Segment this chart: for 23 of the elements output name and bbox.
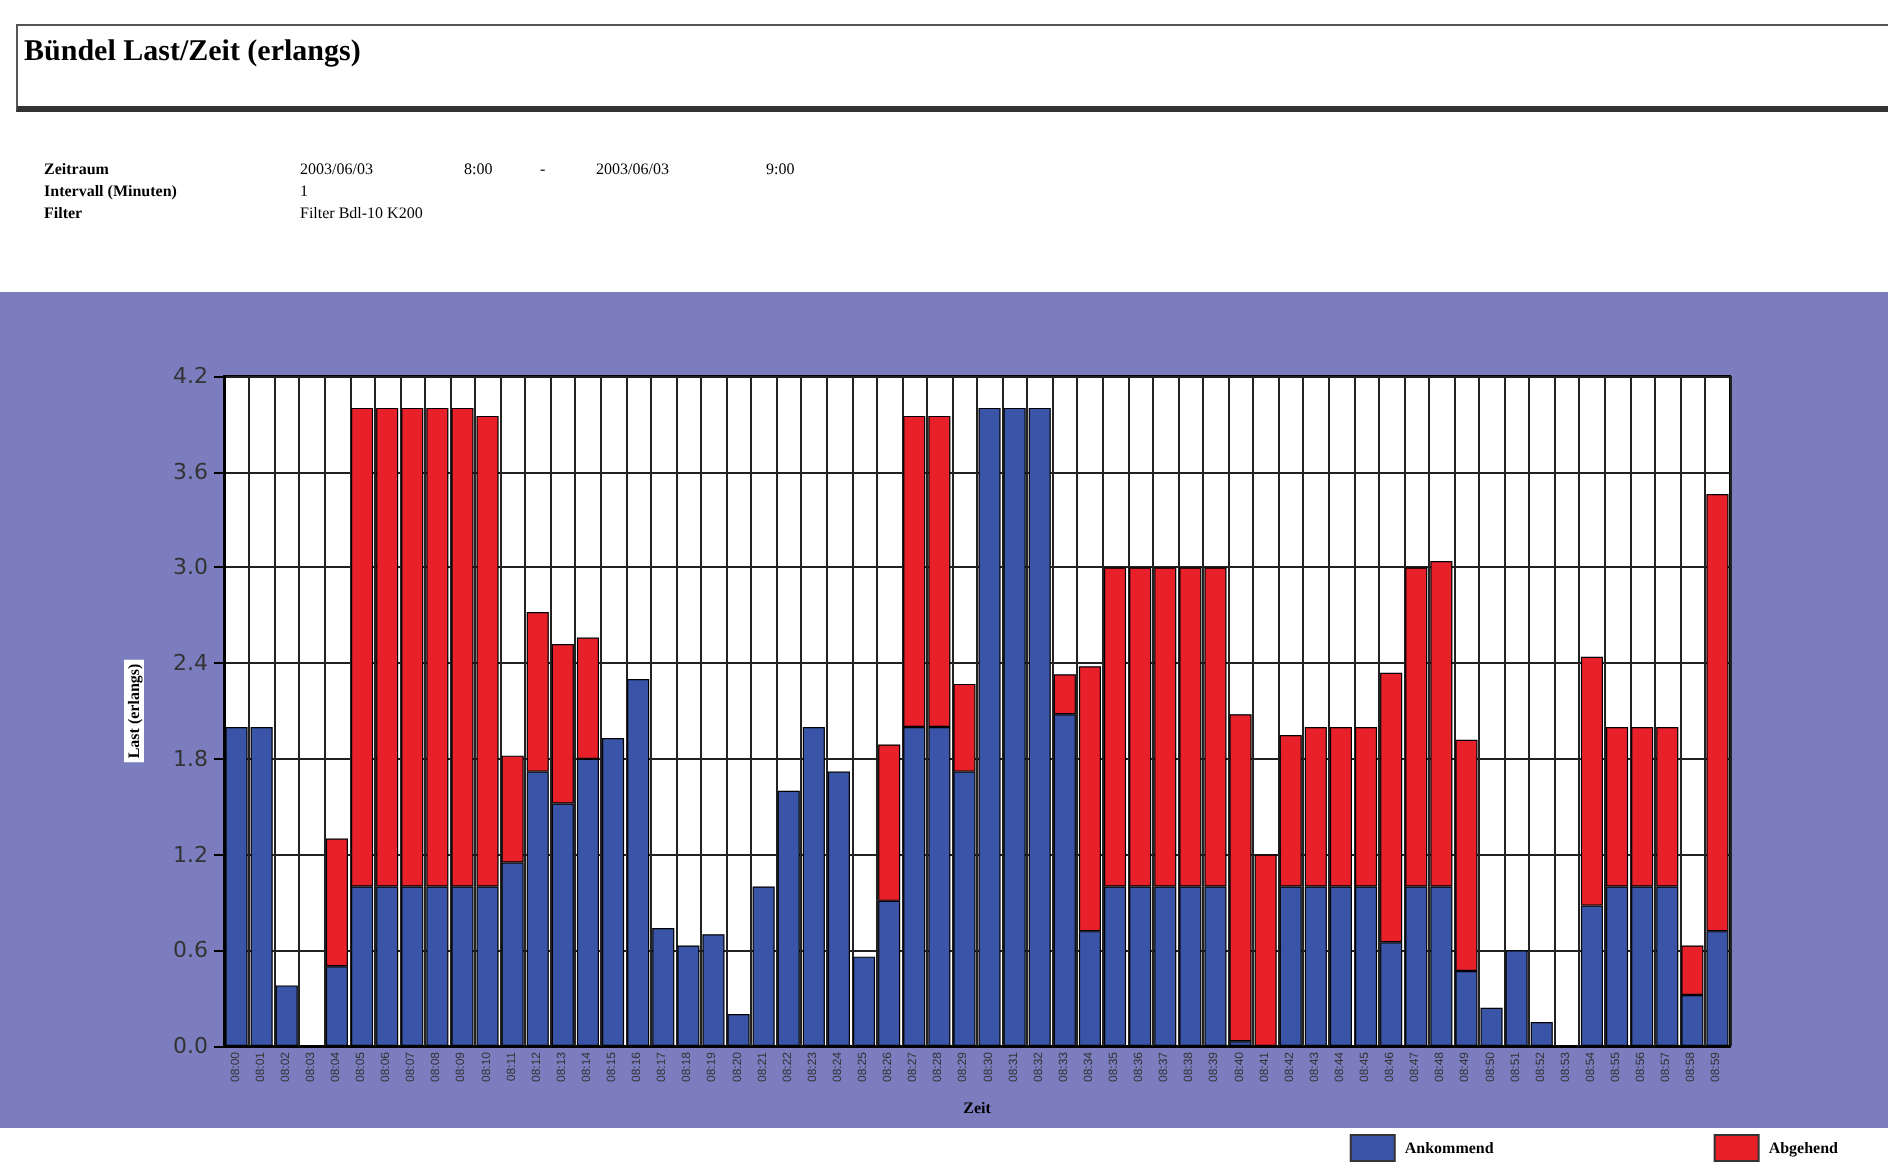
legend-label: Ankommend [1404, 1139, 1495, 1157]
y-tick-label: 0.6 [173, 937, 208, 964]
text: Intervall (Minuten) [44, 182, 177, 200]
y-axis-title: Last (erlangs) [125, 663, 143, 759]
text: Zeitraum [44, 160, 109, 178]
text: Filter Bdl-10 K200 [300, 204, 423, 222]
y-tick-label: 4.2 [173, 363, 208, 389]
y-tick-label: 3.0 [173, 554, 208, 581]
text: - [540, 160, 546, 178]
text: 2003/06/03 [300, 160, 373, 178]
text: 1 [300, 182, 308, 200]
y-tick-label: 1.8 [173, 745, 208, 772]
legend-label: Abgehend [1768, 1139, 1840, 1157]
y-tick-label: 1.2 [173, 841, 208, 868]
y-tick-label: 3.6 [173, 458, 208, 485]
y-tick-label: 2.4 [173, 650, 208, 677]
text: 9:00 [766, 160, 795, 178]
text: 8:00 [464, 160, 493, 178]
chart-title: Bündel Last/Zeit (erlangs) [24, 36, 361, 70]
text: 2003/06/03 [596, 160, 669, 178]
x-axis-title: Zeit [963, 1099, 992, 1117]
y-tick-label: 0.0 [173, 1033, 208, 1059]
text: Filter [44, 204, 83, 222]
